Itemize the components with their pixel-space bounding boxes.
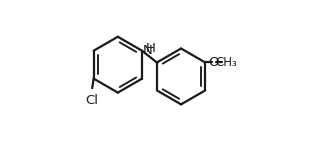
Text: CH₃: CH₃: [215, 56, 237, 69]
Text: N: N: [143, 44, 153, 57]
Text: O: O: [209, 56, 219, 69]
Text: H: H: [146, 42, 156, 55]
Text: Cl: Cl: [86, 94, 99, 107]
